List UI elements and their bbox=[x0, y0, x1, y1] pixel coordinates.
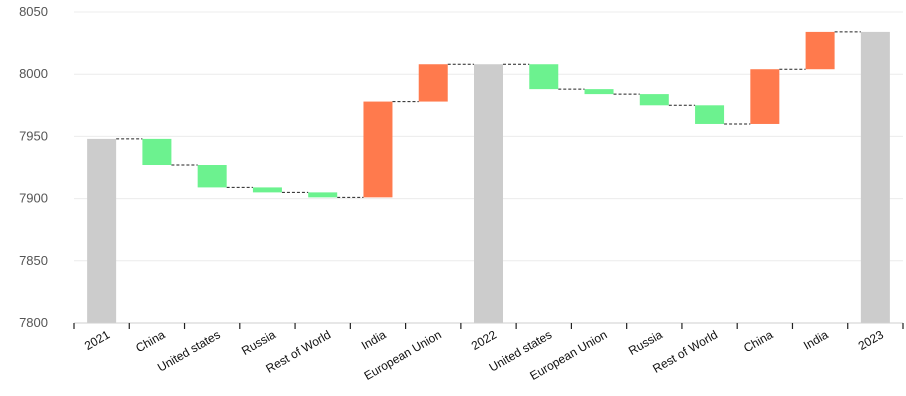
y-tick-label: 7950 bbox=[19, 128, 48, 143]
bar-layer bbox=[87, 31, 890, 324]
bar-decrease bbox=[584, 89, 614, 95]
x-tick-label: Russia bbox=[626, 327, 665, 358]
x-tick-label: Russia bbox=[239, 327, 278, 358]
y-tick-label: 7900 bbox=[19, 191, 48, 206]
y-tick-label: 7800 bbox=[19, 315, 48, 330]
bar-decrease bbox=[695, 105, 725, 124]
bar-decrease bbox=[142, 138, 172, 166]
bar-increase bbox=[418, 64, 448, 102]
y-tick-label: 8000 bbox=[19, 66, 48, 81]
bar-increase bbox=[750, 69, 780, 124]
bar-total bbox=[87, 138, 117, 323]
bar-decrease bbox=[197, 165, 227, 188]
x-tick-label: 2021 bbox=[82, 327, 112, 353]
bar-decrease bbox=[639, 94, 669, 106]
x-tick-label: 2023 bbox=[856, 327, 886, 353]
x-tick-label: China bbox=[133, 327, 167, 355]
y-tick-label: 7850 bbox=[19, 253, 48, 268]
bar-decrease bbox=[252, 187, 282, 193]
bar-increase bbox=[805, 31, 835, 70]
x-tick-label: United states bbox=[155, 327, 223, 374]
x-tick-label: India bbox=[801, 327, 831, 352]
connector-layer bbox=[116, 31, 861, 198]
x-tick-label: India bbox=[359, 327, 389, 352]
y-tick-label: 8050 bbox=[19, 4, 48, 19]
bar-decrease bbox=[308, 192, 338, 198]
bar-increase bbox=[363, 101, 393, 198]
bar-total bbox=[474, 64, 503, 324]
bar-total bbox=[860, 31, 890, 324]
x-tick-label: 2022 bbox=[469, 327, 499, 353]
x-tick-label: China bbox=[741, 327, 775, 355]
bar-decrease bbox=[529, 64, 559, 90]
